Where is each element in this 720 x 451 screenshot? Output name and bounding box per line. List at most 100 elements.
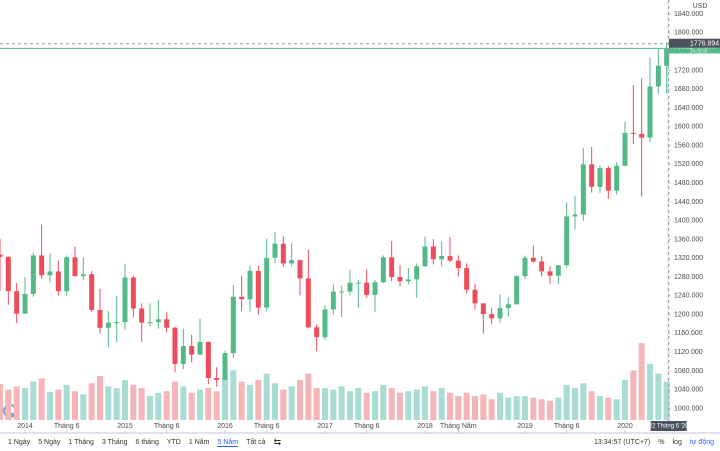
range-button[interactable]: YTD	[166, 439, 181, 446]
volume-bar	[255, 380, 262, 420]
x-tick-label: Tháng 6	[254, 423, 280, 430]
volume-bar	[630, 370, 637, 420]
candle-body	[547, 271, 553, 276]
candle-body	[47, 271, 53, 276]
candle-body	[497, 308, 503, 319]
volume-bar	[605, 397, 612, 420]
toolbar: 1 Ngày 5 Ngày 1 Tháng 3 Tháng 6 tháng YTD 1 Nă…	[0, 433, 720, 451]
candle-body	[5, 256, 11, 292]
candle-body	[380, 257, 386, 283]
volume-bar	[130, 384, 137, 420]
volume-bar	[522, 396, 528, 420]
candle-body	[597, 168, 603, 187]
last-price-box	[669, 43, 720, 54]
volume-bar	[363, 392, 370, 420]
candle-body	[314, 327, 320, 338]
y-tick-label: 1440.000	[674, 199, 703, 206]
x-tick-label: 2016	[217, 423, 233, 430]
candle-body	[39, 255, 45, 276]
price-axis-bg	[668, 0, 720, 433]
candle-body	[22, 293, 28, 314]
candle-body	[564, 216, 570, 266]
volume-bar	[397, 392, 403, 420]
volume-bar	[663, 381, 670, 420]
volume-bar	[205, 388, 212, 420]
volume-bar	[547, 400, 553, 420]
volume-bar	[622, 380, 628, 420]
volume-bar	[488, 399, 495, 420]
volume-bar	[222, 378, 228, 420]
x-tick-label: 2018	[417, 423, 433, 430]
percent-toggle[interactable]: %	[658, 439, 665, 446]
volume-bar	[163, 391, 170, 420]
volume-bar	[538, 399, 545, 420]
candle-body	[89, 274, 95, 310]
y-tick-label: 1360.000	[674, 236, 703, 243]
volume-bar	[38, 378, 45, 420]
volume-bar	[655, 373, 662, 420]
candle-body	[389, 257, 395, 278]
compare-icon[interactable]: ⇆	[273, 437, 282, 447]
y-tick-label: 1000.000	[674, 405, 703, 412]
candle-body	[439, 255, 445, 260]
candle-body	[139, 308, 145, 323]
range-button[interactable]: 5 Năm	[217, 439, 239, 447]
candle-body	[239, 296, 245, 300]
range-button[interactable]: 1 Tháng	[68, 439, 94, 446]
candle-body	[505, 304, 511, 309]
log-toggle[interactable]: log	[672, 439, 682, 446]
auto-toggle[interactable]: tự động	[689, 439, 714, 446]
candle-body	[522, 257, 528, 277]
range-button[interactable]: Tất cả	[246, 439, 266, 446]
crosshair-date-box	[650, 421, 687, 431]
candle-body	[422, 246, 428, 267]
volume-bar	[647, 364, 653, 420]
candle-body	[430, 246, 436, 260]
volume-bar	[88, 383, 95, 420]
x-tick-label: Tháng 6	[354, 423, 380, 430]
y-tick-label: 1200.000	[674, 311, 703, 318]
candle-body	[55, 271, 61, 292]
y-tick-label: 1480.000	[674, 180, 703, 187]
candle-body	[464, 268, 470, 290]
range-button[interactable]: 3 Tháng	[101, 439, 128, 446]
volume-bar	[597, 396, 603, 420]
candle-body	[147, 322, 153, 324]
candle-body	[580, 164, 586, 215]
range-button[interactable]: 1 Năm	[188, 439, 210, 446]
volume-bar	[455, 396, 462, 420]
candle-body	[114, 322, 120, 324]
volume-bar	[388, 388, 395, 420]
candle-body	[130, 277, 136, 309]
candle-body	[297, 260, 303, 279]
range-button[interactable]: 6 tháng	[135, 439, 159, 446]
x-tick-label: Tháng 6	[554, 423, 580, 430]
volume-bar	[13, 386, 20, 420]
range-button[interactable]: 1 Ngày	[8, 439, 31, 446]
volume-bar	[463, 392, 470, 420]
volume-bar	[313, 388, 320, 420]
volume-bar	[580, 383, 587, 420]
candle-body	[514, 276, 520, 305]
candle-body	[247, 270, 253, 300]
volume-bar	[197, 389, 203, 420]
range-button[interactable]: 5 Ngày	[38, 439, 61, 446]
candle-body	[72, 257, 78, 277]
candle-body	[397, 277, 403, 282]
crosshair-price-box	[669, 38, 720, 48]
volume-bar	[588, 391, 595, 420]
volume-bar	[0, 384, 3, 420]
candle-body	[30, 255, 36, 294]
candle-body	[155, 319, 161, 323]
candle-body	[622, 132, 628, 166]
volume-bar	[480, 394, 487, 420]
volume-bar	[288, 386, 295, 420]
volume-bar	[5, 389, 12, 420]
candle-body	[80, 274, 86, 277]
volume-bar	[105, 386, 112, 420]
y-tick-label: 1080.000	[674, 368, 703, 375]
volume-bar	[497, 392, 503, 420]
volume-bar	[180, 386, 187, 420]
range-buttons: 1 Ngày 5 Ngày 1 Tháng 3 Tháng 6 tháng YTD 1 Nă…	[8, 439, 266, 447]
candle-body	[539, 261, 545, 272]
